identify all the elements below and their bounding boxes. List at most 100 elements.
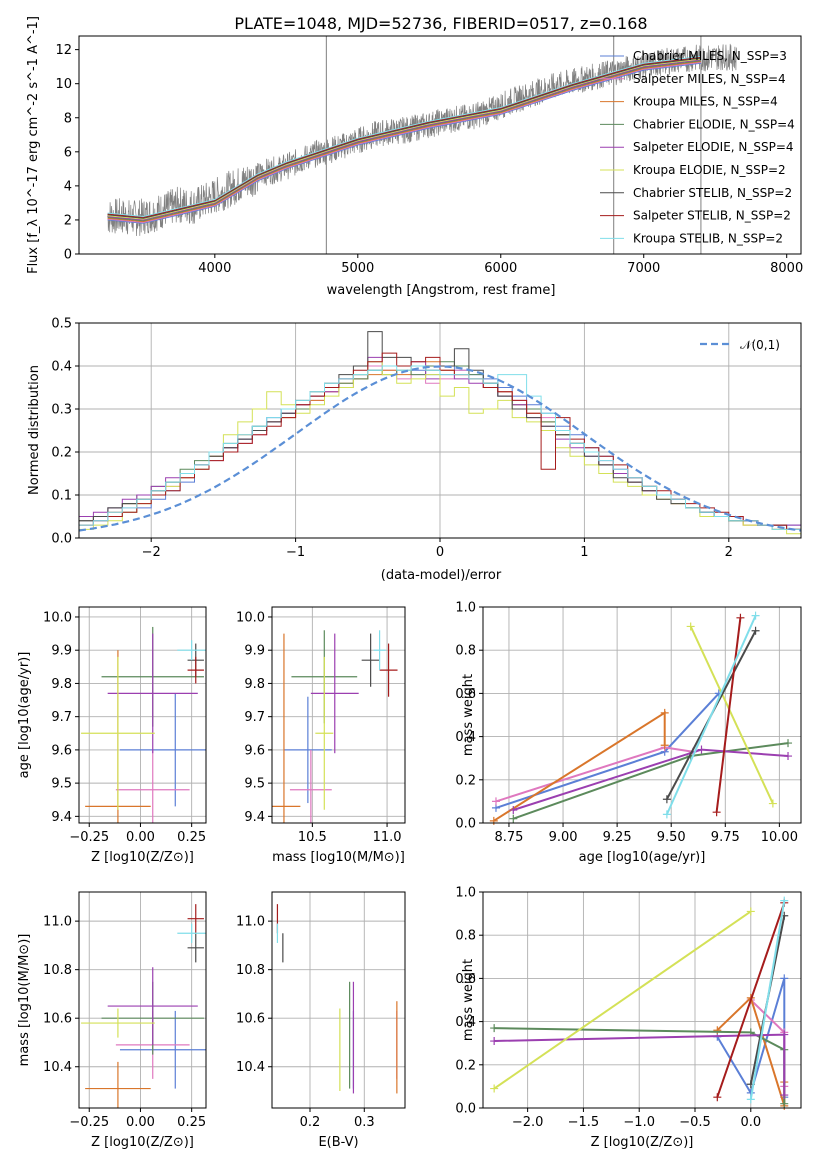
x-tick-label: 10.00 (761, 830, 798, 845)
y-tick-label: 0.4 (51, 360, 72, 375)
y-tick-label: 10.6 (43, 1012, 72, 1027)
legend-label: Chabrier MILES, N_SSP=3 (633, 49, 787, 63)
mass-weight-lines (490, 896, 789, 1110)
y-tick-label: 12 (55, 43, 72, 58)
y-tick-label: 10.4 (43, 1060, 72, 1075)
y-tick-label: 0.0 (51, 532, 72, 547)
y-axis-label: age [log10(age/yr)] (17, 652, 32, 779)
y-tick-label: 2 (64, 213, 72, 228)
y-tick-label: 0.2 (455, 773, 476, 788)
x-tick-label: 7000 (627, 261, 660, 276)
y-tick-label: 0.6 (455, 972, 476, 987)
y-tick-label: 9.4 (51, 810, 72, 825)
mass-weight-lines (489, 611, 793, 825)
data-point-marker (697, 745, 706, 754)
y-tick-label: 1.0 (455, 601, 476, 616)
legend-label: Salpeter ELODIE, N_SSP=4 (633, 140, 794, 154)
data-point-marker (751, 626, 760, 635)
plot-frame (482, 891, 802, 1109)
data-point-marker (713, 1093, 722, 1102)
legend-label: Salpeter STELIB, N_SSP=2 (633, 209, 791, 223)
mass-weight-line (665, 615, 757, 815)
x-axis-label: Z [log10(Z/Z⊙)] (91, 850, 194, 865)
x-tick-label: 0.00 (126, 1115, 155, 1130)
x-tick-label: −0.5 (679, 1115, 711, 1130)
x-tick-label: 9.25 (603, 830, 632, 845)
axes-6 (272, 892, 405, 1108)
data-point-marker (509, 806, 518, 815)
x-tick-label: 6000 (484, 261, 517, 276)
data-point-marker (509, 814, 518, 823)
x-axis-label: E(B-V) (318, 1135, 358, 1150)
y-tick-label: 10.0 (236, 610, 265, 625)
y-tick-label: 10 (55, 77, 72, 92)
legend-label: Kroupa MILES, N_SSP=4 (633, 95, 778, 109)
x-tick-label: −1.0 (623, 1115, 655, 1130)
y-tick-label: 4 (64, 179, 72, 194)
model-spectrum-line (107, 59, 701, 221)
legend-label: 𝒩(0,1) (740, 338, 780, 352)
plot-frame (271, 891, 406, 1109)
y-tick-label: 0.3 (51, 403, 72, 418)
data-point-marker (686, 622, 695, 631)
mass-weight-line (749, 900, 786, 1100)
plot-frame (78, 606, 207, 824)
data-point-marker (746, 907, 755, 916)
data-point-marker (768, 799, 777, 808)
x-tick-label: −1.5 (568, 1115, 600, 1130)
y-tick-label: 0.8 (455, 929, 476, 944)
errorbar-group (276, 904, 398, 1094)
y-tick-label: 9.6 (244, 743, 265, 758)
normal-reference-curve (79, 365, 801, 532)
legend-label: Chabrier STELIB, N_SSP=2 (633, 186, 792, 200)
y-tick-label: 0.6 (455, 687, 476, 702)
mass-weight-line (493, 910, 752, 1090)
legend-label: Kroupa STELIB, N_SSP=2 (633, 231, 783, 245)
x-tick-label: 9.50 (657, 830, 686, 845)
data-point-marker (490, 1084, 499, 1093)
y-tick-label: 9.9 (244, 644, 265, 659)
y-tick-label: 0.2 (51, 446, 72, 461)
x-tick-label: 0 (436, 545, 444, 560)
y-axis-label: Normed distribution (27, 365, 42, 495)
y-tick-label: 9.8 (244, 677, 265, 692)
data-point-marker (751, 611, 760, 620)
data-point-marker (780, 896, 789, 905)
plot-frame (271, 606, 406, 824)
x-tick-label: 9.75 (711, 830, 740, 845)
data-point-marker (780, 974, 789, 983)
data-point-marker (736, 613, 745, 622)
mass-weight-line (715, 617, 742, 813)
chart-title: PLATE=1048, MJD=52736, FIBERID=0517, z=0… (234, 14, 647, 33)
y-tick-label: 10.0 (43, 610, 72, 625)
y-tick-label: 0.8 (455, 644, 476, 659)
model-spectrum-line (107, 60, 701, 222)
model-spectrum-line (107, 61, 701, 224)
plot-frame (78, 35, 802, 255)
x-tick-label: −2 (142, 545, 161, 560)
x-axis-label: wavelength [Angstrom, rest frame] (327, 283, 556, 298)
mass-weight-line (689, 625, 774, 805)
errorbar-group (272, 630, 398, 823)
y-axis-label: mass [log10(M/M⊙)] (17, 934, 32, 1067)
data-point-marker (713, 1026, 722, 1035)
y-axis-label: Flux [f_λ 10^-17 erg cm^-2 s^-1 A^-1] (26, 16, 41, 274)
x-tick-label: 0.25 (177, 1115, 206, 1130)
x-tick-label: 0.2 (300, 1115, 321, 1130)
data-point-marker (746, 1095, 755, 1104)
y-tick-label: 1.0 (455, 886, 476, 901)
y-axis-label: mass weight (461, 959, 476, 1041)
legend-label: Chabrier ELODIE, N_SSP=4 (633, 117, 795, 131)
x-tick-label: 11.0 (373, 830, 402, 845)
plot-frame (482, 606, 802, 824)
data-point-marker (490, 1024, 499, 1033)
mass-weight-line (716, 902, 786, 1098)
x-tick-label: −0.25 (69, 1115, 109, 1130)
y-tick-label: 9.5 (244, 777, 265, 792)
x-tick-label: −0.25 (69, 830, 109, 845)
y-axis-label: mass weight (461, 674, 476, 756)
x-axis-label: mass [log10(M/M⊙)] (272, 850, 405, 865)
y-tick-label: 0.2 (455, 1058, 476, 1073)
data-point-marker (784, 752, 793, 761)
